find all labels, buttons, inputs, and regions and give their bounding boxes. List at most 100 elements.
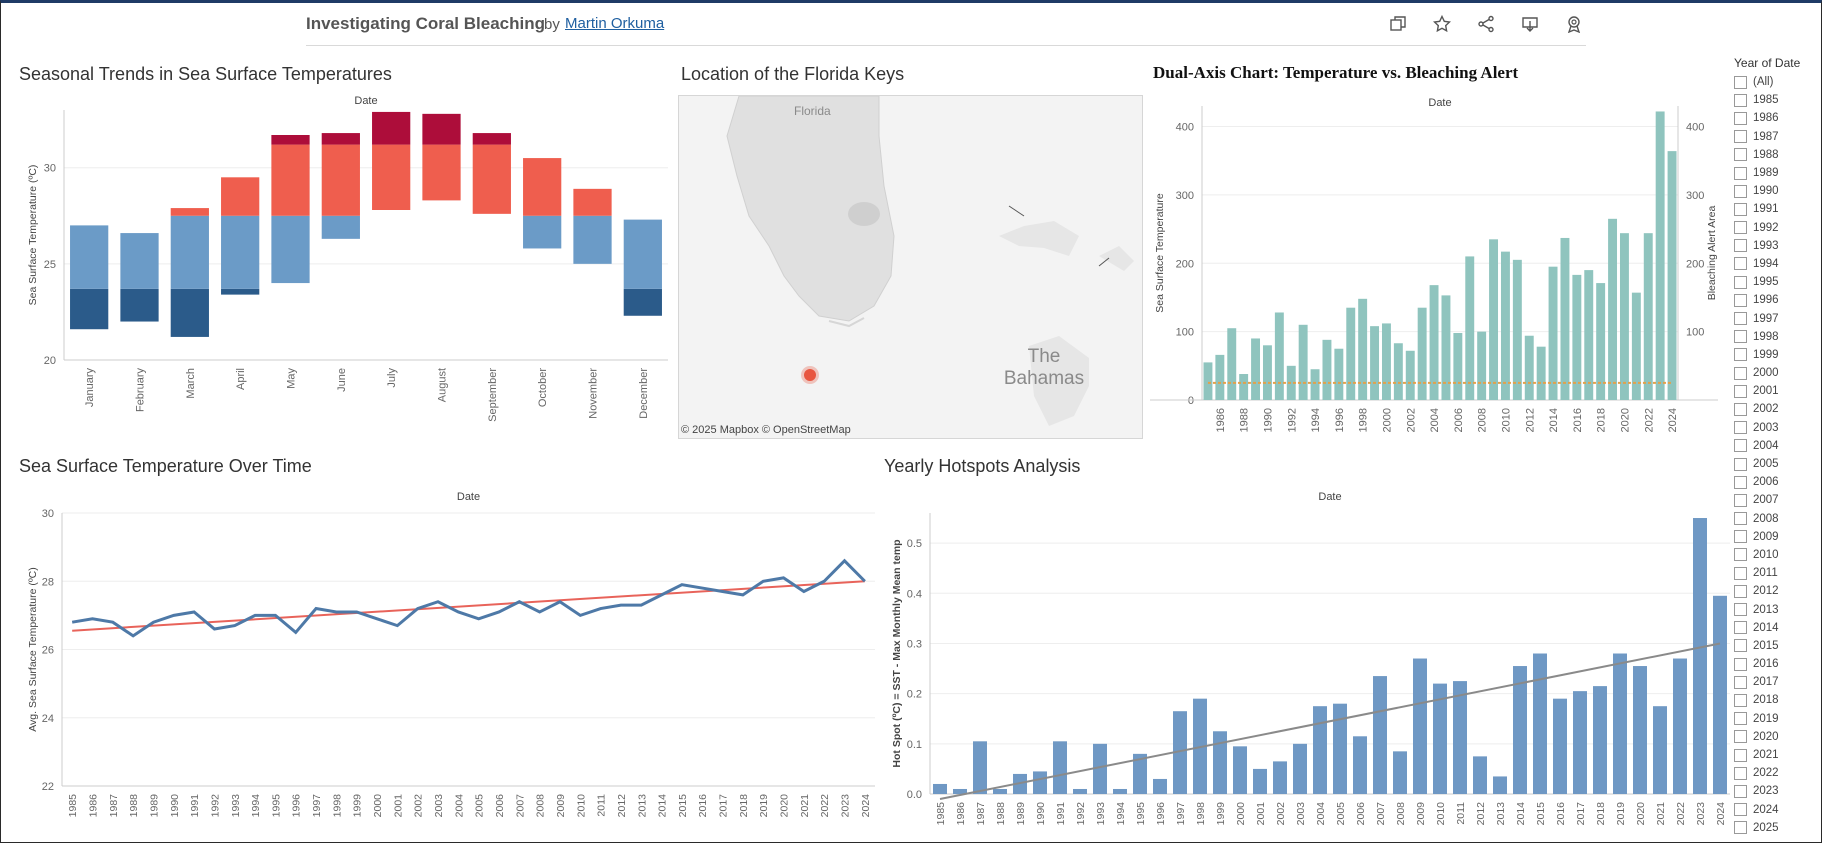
- year-filter-item[interactable]: 2020: [1734, 728, 1822, 746]
- checkbox-icon[interactable]: [1734, 239, 1747, 253]
- year-filter-item[interactable]: 2022: [1734, 764, 1822, 782]
- checkbox-icon[interactable]: [1734, 93, 1747, 107]
- year-filter-item[interactable]: 1988: [1734, 146, 1822, 164]
- hotspots-bar: [1633, 666, 1647, 794]
- year-filter-item[interactable]: 2010: [1734, 546, 1822, 564]
- year-filter-item[interactable]: 2018: [1734, 691, 1822, 709]
- checkbox-icon[interactable]: [1734, 166, 1747, 180]
- year-filter-item[interactable]: 2025: [1734, 819, 1822, 837]
- year-filter-item[interactable]: 2012: [1734, 582, 1822, 600]
- star-icon[interactable]: [1430, 12, 1454, 36]
- checkbox-icon[interactable]: [1734, 784, 1747, 798]
- year-filter-item[interactable]: 2009: [1734, 528, 1822, 546]
- checkbox-icon[interactable]: [1734, 130, 1747, 144]
- florida-keys-map[interactable]: Florida The Bahamas © 2025 Mapbox © Open…: [678, 95, 1143, 439]
- checkbox-icon[interactable]: [1734, 366, 1747, 380]
- checkbox-icon[interactable]: [1734, 730, 1747, 744]
- checkbox-icon[interactable]: [1734, 584, 1747, 598]
- checkbox-icon[interactable]: [1734, 712, 1747, 726]
- author-link[interactable]: Martin Orkuma: [565, 15, 665, 32]
- map-basemap: [726, 96, 1134, 426]
- checkbox-icon[interactable]: [1734, 693, 1747, 707]
- checkbox-icon[interactable]: [1734, 312, 1747, 326]
- seasonal-x-tick: January: [84, 368, 96, 408]
- year-filter-item[interactable]: 1987: [1734, 128, 1822, 146]
- checkbox-icon[interactable]: [1734, 421, 1747, 435]
- year-filter-item[interactable]: 1989: [1734, 164, 1822, 182]
- checkbox-icon[interactable]: [1734, 384, 1747, 398]
- download-icon[interactable]: [1518, 12, 1542, 36]
- checkbox-icon[interactable]: [1734, 75, 1747, 89]
- year-filter-item[interactable]: 2006: [1734, 473, 1822, 491]
- award-icon[interactable]: [1562, 12, 1586, 36]
- year-filter-item[interactable]: 2015: [1734, 637, 1822, 655]
- year-filter-item[interactable]: 1991: [1734, 200, 1822, 218]
- year-filter-item[interactable]: 2001: [1734, 382, 1822, 400]
- year-filter-item[interactable]: 2013: [1734, 600, 1822, 618]
- byline-prefix: by: [544, 16, 560, 33]
- year-filter-item[interactable]: 2017: [1734, 673, 1822, 691]
- checkbox-icon[interactable]: [1734, 293, 1747, 307]
- checkbox-icon[interactable]: [1734, 257, 1747, 271]
- checkbox-icon[interactable]: [1734, 111, 1747, 125]
- year-filter-item[interactable]: 1986: [1734, 109, 1822, 127]
- checkbox-icon[interactable]: [1734, 184, 1747, 198]
- checkbox-icon[interactable]: [1734, 821, 1747, 835]
- year-filter-item[interactable]: 2008: [1734, 510, 1822, 528]
- checkbox-icon[interactable]: [1734, 639, 1747, 653]
- year-filter-item[interactable]: 1985: [1734, 91, 1822, 109]
- checkbox-icon[interactable]: [1734, 148, 1747, 162]
- share-icon[interactable]: [1474, 12, 1498, 36]
- checkbox-icon[interactable]: [1734, 348, 1747, 362]
- year-filter-item[interactable]: 2023: [1734, 782, 1822, 800]
- year-filter-item[interactable]: 2016: [1734, 655, 1822, 673]
- year-filter-item[interactable]: 1992: [1734, 219, 1822, 237]
- checkbox-icon[interactable]: [1734, 566, 1747, 580]
- seasonal-x-tick: May: [286, 368, 298, 389]
- checkbox-icon[interactable]: [1734, 457, 1747, 471]
- checkbox-icon[interactable]: [1734, 512, 1747, 526]
- year-filter-item[interactable]: 1997: [1734, 309, 1822, 327]
- year-filter-item[interactable]: 1994: [1734, 255, 1822, 273]
- checkbox-icon[interactable]: [1734, 766, 1747, 780]
- checkbox-icon[interactable]: [1734, 530, 1747, 544]
- checkbox-icon[interactable]: [1734, 330, 1747, 344]
- florida-keys-marker[interactable]: [804, 369, 816, 381]
- checkbox-icon[interactable]: [1734, 748, 1747, 762]
- year-filter-all[interactable]: (All): [1734, 73, 1822, 91]
- year-filter-item[interactable]: 2014: [1734, 619, 1822, 637]
- year-filter-item[interactable]: 1999: [1734, 346, 1822, 364]
- year-filter-item[interactable]: 2002: [1734, 400, 1822, 418]
- hotspots-x-tick: 2005: [1335, 802, 1347, 826]
- year-filter-item[interactable]: 2004: [1734, 437, 1822, 455]
- checkbox-icon[interactable]: [1734, 202, 1747, 216]
- year-filter-item[interactable]: 2019: [1734, 710, 1822, 728]
- year-filter-item[interactable]: 2007: [1734, 491, 1822, 509]
- checkbox-icon[interactable]: [1734, 493, 1747, 507]
- year-filter-item[interactable]: 1998: [1734, 328, 1822, 346]
- year-filter-item[interactable]: 1990: [1734, 182, 1822, 200]
- duplicate-icon[interactable]: [1386, 12, 1410, 36]
- year-filter-item[interactable]: 2000: [1734, 364, 1822, 382]
- checkbox-icon[interactable]: [1734, 475, 1747, 489]
- checkbox-icon[interactable]: [1734, 402, 1747, 416]
- dual-bar: [1584, 270, 1594, 400]
- year-filter-item[interactable]: 1996: [1734, 291, 1822, 309]
- checkbox-icon[interactable]: [1734, 439, 1747, 453]
- checkbox-icon[interactable]: [1734, 548, 1747, 562]
- checkbox-icon[interactable]: [1734, 621, 1747, 635]
- checkbox-icon[interactable]: [1734, 275, 1747, 289]
- seasonal-x-tick: April: [235, 368, 247, 390]
- checkbox-icon[interactable]: [1734, 675, 1747, 689]
- year-filter-item[interactable]: 2003: [1734, 419, 1822, 437]
- year-filter-item[interactable]: 1993: [1734, 237, 1822, 255]
- checkbox-icon[interactable]: [1734, 657, 1747, 671]
- year-filter-item[interactable]: 1995: [1734, 273, 1822, 291]
- checkbox-icon[interactable]: [1734, 603, 1747, 617]
- year-filter-item[interactable]: 2011: [1734, 564, 1822, 582]
- year-filter-item[interactable]: 2024: [1734, 801, 1822, 819]
- year-filter-item[interactable]: 2021: [1734, 746, 1822, 764]
- year-filter-item[interactable]: 2005: [1734, 455, 1822, 473]
- checkbox-icon[interactable]: [1734, 221, 1747, 235]
- checkbox-icon[interactable]: [1734, 803, 1747, 817]
